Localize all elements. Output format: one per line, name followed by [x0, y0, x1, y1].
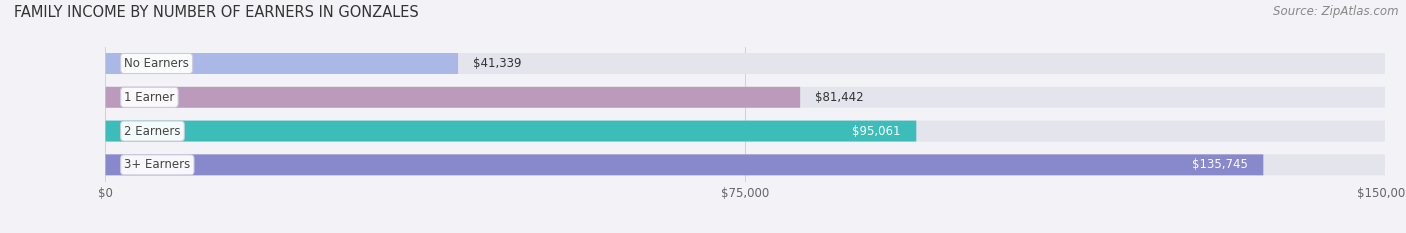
Text: $81,442: $81,442: [815, 91, 865, 104]
FancyBboxPatch shape: [105, 154, 1264, 175]
FancyBboxPatch shape: [105, 53, 458, 74]
Text: No Earners: No Earners: [124, 57, 188, 70]
Text: 3+ Earners: 3+ Earners: [124, 158, 190, 171]
FancyBboxPatch shape: [105, 121, 917, 141]
Text: 2 Earners: 2 Earners: [124, 125, 181, 137]
FancyBboxPatch shape: [105, 121, 1385, 141]
Text: $135,745: $135,745: [1192, 158, 1249, 171]
FancyBboxPatch shape: [105, 87, 1385, 108]
Text: 1 Earner: 1 Earner: [124, 91, 174, 104]
FancyBboxPatch shape: [105, 154, 1385, 175]
Text: $41,339: $41,339: [474, 57, 522, 70]
FancyBboxPatch shape: [105, 53, 1385, 74]
Text: $95,061: $95,061: [852, 125, 901, 137]
Text: Source: ZipAtlas.com: Source: ZipAtlas.com: [1274, 5, 1399, 18]
FancyBboxPatch shape: [105, 87, 800, 108]
Text: FAMILY INCOME BY NUMBER OF EARNERS IN GONZALES: FAMILY INCOME BY NUMBER OF EARNERS IN GO…: [14, 5, 419, 20]
